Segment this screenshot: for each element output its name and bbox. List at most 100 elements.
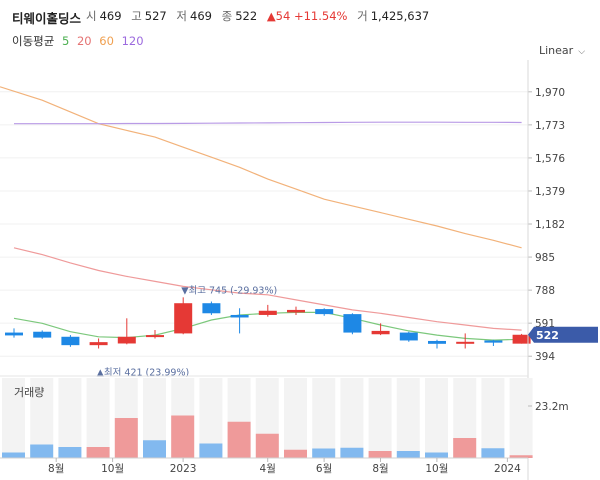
volume-bar [453, 438, 477, 458]
candle-body [399, 332, 418, 341]
volume-panel-label: 거래량 [14, 386, 45, 399]
candle-body [5, 332, 23, 336]
scale-select[interactable]: Linear ⌵ [539, 44, 585, 57]
x-tick-label: 10월 [101, 463, 124, 475]
candle [230, 308, 249, 334]
x-tick-label: 4월 [260, 463, 276, 475]
volume-bar [284, 449, 307, 458]
ma-legend-20[interactable]: 20 [76, 34, 92, 48]
volume-tick-label: 23.2m [535, 401, 569, 413]
candle [89, 338, 108, 349]
volume-bar-background [312, 378, 336, 458]
volume-bar-background [30, 378, 54, 458]
candle [174, 297, 193, 335]
volume-bar [425, 452, 448, 458]
candle-body [33, 331, 52, 338]
low-annotation: ▲최저 421 (23.99%) [97, 368, 190, 379]
candle [343, 313, 362, 335]
ma-line-120 [14, 121, 522, 125]
candle-body [174, 303, 193, 334]
volume-bar-background [368, 378, 392, 458]
open-value: 469 [99, 9, 122, 23]
ma-legend-5[interactable]: 5 [61, 34, 70, 48]
candle-body [89, 342, 108, 346]
price-tick-label: 1,576 [535, 153, 565, 165]
x-axis: 8월 10월 2023 4월 6월 8월 10월 2024 [0, 457, 528, 475]
candle-body [371, 330, 390, 335]
close-label: 종 [221, 9, 233, 23]
moving-average-legend: 이동평균 5 20 60 120 [12, 33, 148, 49]
price-tag-text: 522 [536, 329, 559, 342]
high-value: 527 [144, 9, 167, 23]
price-tick-label: 985 [535, 252, 555, 264]
candle [484, 339, 503, 346]
candle-body [258, 310, 277, 315]
candle-body [202, 303, 221, 314]
quote-line: 시 469 고 527 저 469 종 522 ▲54 +11.54% 거 1,425,6… [86, 8, 435, 24]
price-tag-shape [528, 326, 598, 343]
change-value: ▲54 [266, 9, 291, 23]
ma-legend-60[interactable]: 60 [99, 34, 114, 48]
price-tick-label: 1,379 [535, 186, 565, 198]
open-label: 시 [86, 9, 97, 23]
volume-bars [0, 375, 533, 458]
volume-bar [396, 451, 420, 458]
candle-body [484, 340, 503, 343]
volume-bar [86, 447, 110, 458]
volume-bar [481, 448, 505, 458]
volume-bar [227, 421, 251, 458]
x-tick-label: 10월 [425, 463, 448, 475]
price-tick-label: 788 [535, 285, 555, 297]
volume-bar-background [199, 378, 223, 458]
candle [371, 323, 390, 336]
candle-body [117, 336, 136, 344]
close-value: 522 [235, 9, 258, 23]
candle [33, 330, 52, 339]
price-tick-label: 1,773 [535, 120, 565, 132]
candle [315, 308, 334, 316]
candle [428, 339, 446, 349]
candle [512, 333, 531, 344]
volume-bar-background [284, 378, 307, 458]
volume-bar [2, 452, 25, 458]
x-tick-label: 6월 [316, 463, 332, 475]
volume-bar [368, 451, 392, 458]
candle-body [428, 340, 446, 344]
high-label: 고 [131, 9, 142, 23]
x-tick-label: 2023 [170, 463, 197, 475]
candle [146, 330, 164, 339]
volume-label: 거 [357, 9, 368, 23]
volume-bar-background [58, 378, 82, 458]
volume-bar-background [509, 378, 533, 458]
candle-body [146, 335, 164, 338]
candle-body [287, 309, 305, 313]
volume-bar-background [481, 378, 505, 458]
stock-header: 티웨이홀딩스 시 469 고 527 저 469 종 522 ▲54 +11.54% 거… [0, 0, 600, 60]
candle [258, 304, 277, 317]
candle-body [512, 334, 531, 344]
volume-bar [199, 443, 223, 458]
x-tick-label: 8월 [372, 463, 388, 475]
volume-value: 1,425,637 [370, 9, 430, 23]
volume-bar [509, 455, 533, 458]
candle-body [343, 314, 362, 333]
stock-name: 티웨이홀딩스 [12, 11, 82, 26]
volume-bar [312, 448, 336, 458]
candle-body [456, 341, 475, 344]
volume-bar [340, 447, 364, 458]
candle [287, 306, 305, 315]
x-tick-label: 2024 [494, 463, 521, 475]
current-price-tag: 522 [528, 326, 598, 343]
volume-bar [114, 418, 138, 458]
candle [5, 328, 23, 338]
ma-legend-120[interactable]: 120 [121, 34, 144, 48]
ma-line-20 [13, 247, 522, 331]
candle [399, 331, 418, 342]
volume-bar-background [143, 378, 166, 458]
chart-annotations: ▼최고 745 (-29.93%) ▲최저 421 (23.99%) [97, 285, 278, 378]
volume-bar-background [425, 378, 448, 458]
ma-legend-title: 이동평균 [12, 34, 55, 48]
scale-select-value: Linear [539, 44, 574, 57]
candle-body [315, 309, 334, 315]
